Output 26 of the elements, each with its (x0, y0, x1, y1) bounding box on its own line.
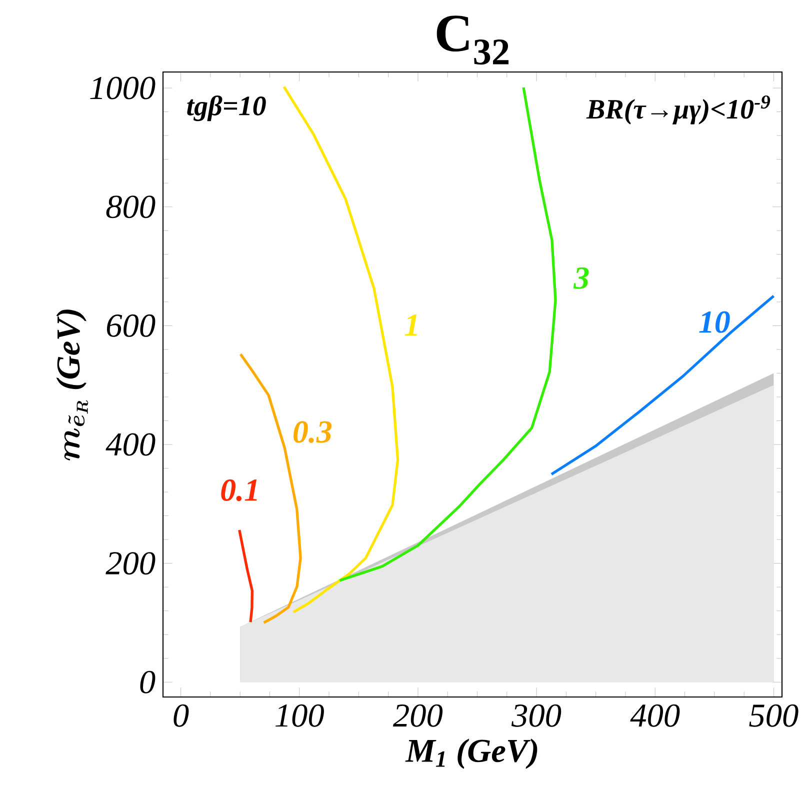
series-label: 1 (404, 314, 417, 336)
series-label: 0.3 (294, 421, 332, 443)
series-label: 3 (573, 267, 589, 289)
y-tick-label: 800 (106, 196, 156, 218)
line-series (338, 86, 557, 582)
x-tick-label: 200 (392, 704, 443, 727)
line-series (282, 86, 400, 614)
annotation: BR(τ→μγ)<10$^{-9}$ (586, 95, 770, 124)
x-tick-label: 500 (749, 704, 798, 727)
y-tick-label: 400 (106, 433, 156, 456)
chart-title: C$_{32}$ (436, 16, 508, 65)
y-axis-title: $m_{\tilde{e}_R}\ \textbf{(GeV)}$ (56, 310, 88, 460)
x-tick-label: 300 (511, 704, 562, 727)
series-label: 0.1 (221, 479, 257, 502)
x-tick-label: 400 (630, 704, 680, 727)
y-tick-label: 200 (106, 552, 156, 575)
line-series (550, 294, 776, 476)
series-label: 10 (699, 311, 730, 333)
y-tick-label: 0 (140, 670, 156, 694)
y-tick-label: 1000 (90, 76, 156, 100)
line-series (238, 528, 254, 624)
x-tick-label: 100 (276, 704, 324, 727)
annotation: tgβ=10 (187, 95, 266, 122)
x-tick-label: 0 (174, 704, 189, 727)
y-tick-label: 600 (106, 314, 156, 337)
x-axis-title: M$_{1}$ (GeV) (405, 738, 538, 769)
